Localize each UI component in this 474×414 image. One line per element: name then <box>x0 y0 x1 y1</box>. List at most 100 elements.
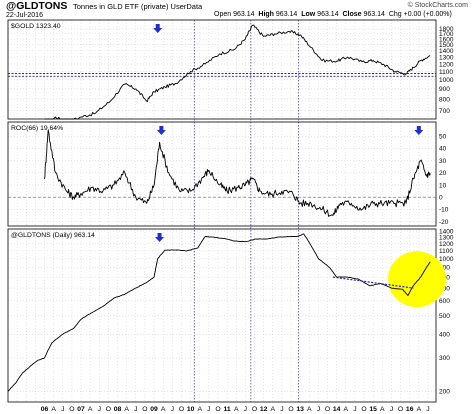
x-tick-label: A <box>417 406 422 413</box>
panel-frame <box>7 19 437 120</box>
y-tick-label: 1200 <box>439 241 454 248</box>
brand-label: © StockCharts.com <box>407 2 468 9</box>
x-tick-label: 15 <box>369 406 377 413</box>
x-tick-label: 09 <box>150 406 158 413</box>
x-tick-label: 08 <box>114 406 122 413</box>
x-tick-label: J <box>426 406 429 413</box>
x-tick-label: A <box>380 406 385 413</box>
panel-label: ROC(66) 19.64% <box>11 125 63 132</box>
panel-1: 700 800 900 1000110012001300140015001600170… <box>7 19 454 120</box>
panel-label: $GOLD 1323.40 <box>11 23 61 30</box>
x-tick-label: 16 <box>406 406 414 413</box>
y-tick-label: 1100 <box>439 248 453 255</box>
panel-2: -20 -10 0 10 20 30 40 50 ROC(66) 19.64% <box>7 121 449 227</box>
y-tick-label: 0 <box>439 194 443 201</box>
x-tick-label: A <box>124 406 129 413</box>
x-tick-label: O <box>361 406 366 413</box>
x-tick-label: J <box>317 406 320 413</box>
x-tick-label: A <box>88 406 93 413</box>
down-arrow <box>155 233 165 242</box>
x-tick-label: O <box>179 406 184 413</box>
panel-bg <box>8 122 436 226</box>
x-tick-label: O <box>215 406 220 413</box>
y-tick-label: 1000 <box>439 77 454 84</box>
x-tick-label: J <box>390 406 393 413</box>
x-tick-label: 12 <box>260 406 268 413</box>
x-tick-label: A <box>197 406 202 413</box>
x-tick-label: 07 <box>77 406 85 413</box>
x-tick-label: 06 <box>41 406 49 413</box>
y-tick-label: 1500 <box>439 42 454 49</box>
x-tick-label: 13 <box>296 406 304 413</box>
description: Tonnes in GLD ETF (private) <box>73 2 169 11</box>
x-tick-label: O <box>288 406 293 413</box>
y-tick-label: 1200 <box>439 61 454 68</box>
y-tick-label: 30 <box>439 158 447 165</box>
y-tick-label: 300 <box>439 355 450 362</box>
change-label: Chg <box>388 11 402 18</box>
x-tick-label: A <box>344 406 349 413</box>
y-tick-label: -10 <box>439 207 449 214</box>
open-label: Open <box>214 11 232 18</box>
high-label: High <box>258 11 274 18</box>
y-tick-label: 1400 <box>439 228 454 235</box>
close-label: Close <box>342 11 362 18</box>
y-tick-label: 700 <box>439 285 450 292</box>
panel-3: 2003004005006007008009001000110012001300… <box>7 228 454 403</box>
y-tick-label: 10 <box>439 182 447 189</box>
change-value: +0.00 (+0.00%) <box>403 11 452 18</box>
panel-frame <box>7 121 437 227</box>
x-tick-label: J <box>353 406 356 413</box>
x-tick-label: O <box>69 406 74 413</box>
y-tick-label: 400 <box>439 332 450 339</box>
low-label: Low <box>301 11 316 18</box>
x-tick-label: J <box>134 406 137 413</box>
open-value: 963.14 <box>233 11 255 18</box>
high-value: 963.14 <box>275 11 298 18</box>
x-tick-label: A <box>51 406 56 413</box>
y-tick-label: 800 <box>439 96 450 103</box>
description-text: Tonnes in GLD ETF (private) UserData <box>73 2 202 11</box>
panel-bg <box>8 20 436 119</box>
y-tick-label: 1800 <box>439 26 454 33</box>
x-tick-label: J <box>280 406 283 413</box>
x-tick-label: 11 <box>224 406 231 413</box>
down-arrow <box>153 24 163 33</box>
chart-header: @GLDTONS Tonnes in GLD ETF (private) Use… <box>0 0 474 20</box>
ohlc-readout: Open 963.14 High 963.14 Low 963.14 Close… <box>214 11 452 18</box>
y-tick-label: 20 <box>439 170 447 177</box>
y-tick-label: 1300 <box>439 54 454 61</box>
source: UserData <box>170 2 203 11</box>
x-tick-label: 14 <box>333 406 341 413</box>
y-tick-label: 1100 <box>439 69 453 76</box>
y-tick-label: 1300 <box>439 234 454 241</box>
x-tick-label: O <box>325 406 330 413</box>
x-tick-label: J <box>207 406 210 413</box>
x-tick-label: A <box>234 406 239 413</box>
x-tick-label: 10 <box>187 406 195 413</box>
x-tick-label: O <box>106 406 111 413</box>
y-tick-label: -20 <box>439 219 449 226</box>
y-tick-label: 1400 <box>439 48 454 55</box>
down-arrow <box>414 126 424 135</box>
x-tick-label: J <box>61 406 64 413</box>
y-tick-label: 900 <box>439 86 450 93</box>
y-tick-label: 600 <box>439 298 450 305</box>
y-tick-label: 500 <box>439 313 450 320</box>
close-value: 963.14 <box>363 11 385 18</box>
y-tick-label: 200 <box>439 389 450 396</box>
x-tick-label: O <box>142 406 147 413</box>
panel-frame <box>7 228 437 403</box>
x-tick-label: O <box>252 406 257 413</box>
series-line-1 <box>44 24 431 120</box>
x-tick-label: A <box>307 406 312 413</box>
y-tick-label: 700 <box>439 108 450 115</box>
y-tick-label: 40 <box>439 146 447 153</box>
down-arrow <box>156 126 166 135</box>
series-line-2 <box>44 129 431 217</box>
y-tick-label: 1000 <box>439 256 454 263</box>
x-tick-label: A <box>270 406 275 413</box>
x-tick-label: J <box>98 406 101 413</box>
x-tick-label: J <box>244 406 247 413</box>
